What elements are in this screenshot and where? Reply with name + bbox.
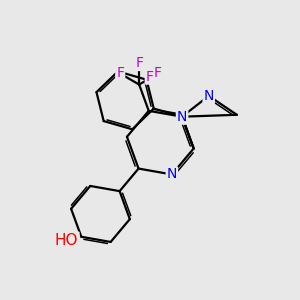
Text: F: F [116,67,124,80]
Text: F: F [146,70,154,84]
Text: N: N [204,89,214,103]
Text: HO: HO [55,233,79,248]
Text: N: N [177,110,187,124]
Text: F: F [135,56,143,70]
Text: N: N [167,167,177,182]
Text: F: F [154,67,162,80]
